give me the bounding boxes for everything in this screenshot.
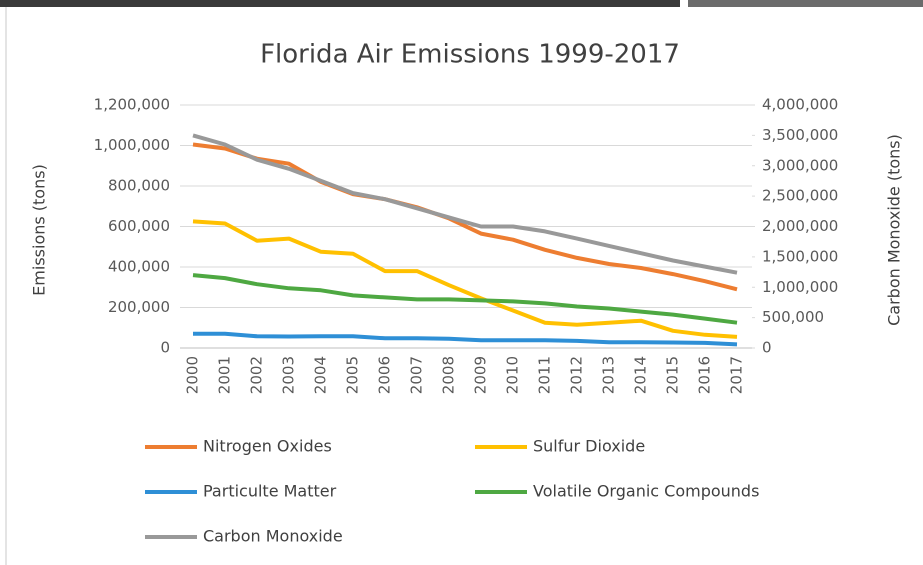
chart: Florida Air Emissions 1999-2017 Emission… bbox=[0, 0, 923, 565]
y2-tick-label: 3,000,000 bbox=[762, 156, 838, 174]
y-tick-label: 600,000 bbox=[108, 217, 170, 235]
y-tick-label: 800,000 bbox=[108, 177, 170, 195]
y2-axis-title: Carbon Monoxide (tons) bbox=[885, 134, 904, 326]
x-tick-label: 2009 bbox=[472, 356, 490, 394]
x-tick-label: 2013 bbox=[600, 356, 618, 394]
legend-label: Nitrogen Oxides bbox=[203, 437, 332, 456]
x-tick-label: 2000 bbox=[184, 356, 202, 394]
x-tick-label: 2004 bbox=[312, 356, 330, 394]
x-tick-label: 2003 bbox=[280, 356, 298, 394]
y2-tick-label: 500,000 bbox=[762, 308, 824, 326]
y-tick-label: 0 bbox=[160, 339, 170, 357]
x-tick-label: 2007 bbox=[408, 356, 426, 394]
chart-title: Florida Air Emissions 1999-2017 bbox=[260, 40, 680, 70]
legend-label: Carbon Monoxide bbox=[203, 527, 343, 546]
y-tick-label: 1,000,000 bbox=[94, 136, 170, 154]
x-tick-label: 2016 bbox=[696, 356, 714, 394]
legend-label: Sulfur Dioxide bbox=[533, 437, 645, 456]
x-tick-label: 2010 bbox=[504, 356, 522, 394]
x-tick-label: 2005 bbox=[344, 356, 362, 394]
x-tick-label: 2017 bbox=[728, 356, 746, 394]
x-tick-label: 2012 bbox=[568, 356, 586, 394]
y2-tick-label: 1,000,000 bbox=[762, 278, 838, 296]
x-tick-label: 2014 bbox=[632, 356, 650, 394]
y2-tick-label: 0 bbox=[762, 339, 772, 357]
x-tick-label: 2015 bbox=[664, 356, 682, 394]
x-tick-label: 2006 bbox=[376, 356, 394, 394]
top-photo-strip bbox=[688, 0, 923, 7]
y2-tick-label: 3,500,000 bbox=[762, 126, 838, 144]
x-tick-label: 2002 bbox=[248, 356, 266, 394]
y2-tick-label: 4,000,000 bbox=[762, 96, 838, 114]
y-tick-label: 400,000 bbox=[108, 258, 170, 276]
x-tick-label: 2001 bbox=[216, 356, 234, 394]
y-tick-label: 1,200,000 bbox=[94, 96, 170, 114]
x-tick-label: 2011 bbox=[536, 356, 554, 394]
top-photo-strip bbox=[0, 0, 680, 7]
legend-label: Volatile Organic Compounds bbox=[533, 482, 759, 501]
y2-tick-label: 2,000,000 bbox=[762, 217, 838, 235]
y2-tick-label: 1,500,000 bbox=[762, 247, 838, 265]
y-tick-label: 200,000 bbox=[108, 298, 170, 316]
y-axis-title: Emissions (tons) bbox=[30, 164, 49, 296]
y2-tick-label: 2,500,000 bbox=[762, 187, 838, 205]
x-tick-label: 2008 bbox=[440, 356, 458, 394]
legend-label: Particulte Matter bbox=[203, 482, 337, 501]
